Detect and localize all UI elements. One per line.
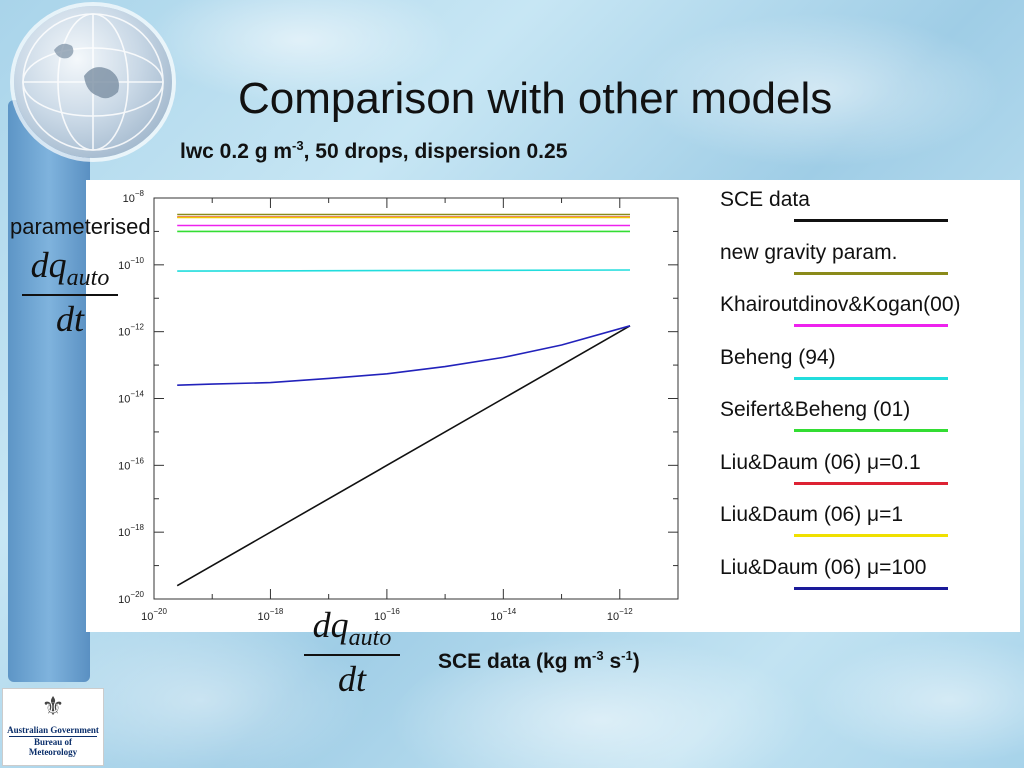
subtitle-rest: , 50 drops, dispersion 0.25 [303,140,568,163]
fraction-denominator: dt [337,659,366,700]
coat-of-arms-icon: ⚜ [41,692,65,721]
legend-label: Khairoutdinov&Kogan(00) [720,293,961,316]
legend-swatch [794,324,948,327]
fraction-denominator: dt [55,299,84,340]
series-line-7 [177,325,631,386]
xcap-exp1: -3 [592,648,604,663]
legend-swatch [794,376,948,380]
legend-item: Khairoutdinov&Kogan(00) [720,291,1020,344]
chart-subtitle: lwc 0.2 g m-3, 50 drops, dispersion 0.25 [180,138,567,164]
xcap-end: ) [632,650,640,673]
x-axis-fraction: dqauto dt [304,604,400,700]
x-tick-label: 10−20 [141,607,167,623]
legend-item: Liu&Daum (06) μ=100 [720,554,1020,607]
y-tick-label: 10−8 [123,189,145,205]
legend-label: SCE data [720,188,810,211]
legend-item: Liu&Daum (06) μ=0.1 [720,449,1020,502]
globe-logo [14,6,172,158]
legend-swatch [794,481,948,485]
legend-item: Beheng (94) [720,344,1020,397]
subtitle-text: lwc 0.2 g m [180,140,293,163]
y-tick-label: 10−14 [118,390,144,406]
y-tick-label: 10−20 [118,590,144,606]
series-line-3 [177,269,631,272]
xcap-text: SCE data (kg m [438,650,593,673]
y-tick-label: 10−12 [118,323,144,339]
chart-panel [86,180,1020,632]
legend-swatch [794,219,948,222]
chart-legend: SCE data new gravity param. Khairoutdinov&… [720,186,1020,606]
legend-label: Liu&Daum (06) μ=100 [720,555,927,579]
xcap-mid: s [603,650,622,673]
y-tick-label: 10−18 [118,523,144,539]
fraction-numerator: dqauto [304,604,400,652]
sidebar-decoration [8,100,90,682]
legend-item: new gravity param. [720,239,1020,292]
xcap-exp2: -1 [621,648,633,663]
legend-swatch [794,271,948,275]
legend-swatch [794,534,948,537]
page-title: Comparison with other models [238,74,833,123]
numerator-subscript: auto [66,265,110,292]
log-log-chart: 10−20 10−18 10−16 10−14 10−1210−2010−1810−16… [118,189,679,623]
x-axis-caption: SCE data (kg m-3 s-1) [438,648,640,674]
y-tick-label: 10−16 [118,456,144,472]
logo-line-bureau: Bureau of Meteorology [9,736,97,757]
numerator-subscript: auto [348,625,392,652]
fraction-bar [22,294,118,297]
x-tick-label: 10−12 [607,607,633,623]
x-tick-label: 10−14 [490,607,516,623]
legend-label: Liu&Daum (06) μ=1 [720,503,904,526]
bom-logo: ⚜ Australian Government Bureau of Meteor… [2,688,104,766]
numerator-text: dq [30,245,67,285]
series-line-0 [176,325,631,587]
legend-swatch [794,429,948,432]
y-axis-label: parameterised [10,214,151,239]
fraction-bar [304,654,400,657]
fraction-numerator: dqauto [22,244,118,292]
numerator-text: dq [312,605,349,645]
legend-label: new gravity param. [720,240,898,264]
legend-swatch [794,586,948,590]
logo-line-government: Australian Government [7,725,99,735]
legend-label: Beheng (94) [720,345,836,369]
y-tick-label: 10−10 [118,256,144,272]
legend-label: Seifert&Beheng (01) [720,398,911,421]
x-tick-label: 10−18 [258,607,284,623]
plot-frame [153,197,679,600]
legend-item: SCE data [720,186,1020,239]
subtitle-exponent: -3 [292,138,304,153]
legend-item: Liu&Daum (06) μ=1 [720,501,1020,554]
legend-item: Seifert&Beheng (01) [720,396,1020,449]
y-axis-fraction: dqauto dt [22,244,118,340]
legend-label: Liu&Daum (06) μ=0.1 [720,450,921,474]
